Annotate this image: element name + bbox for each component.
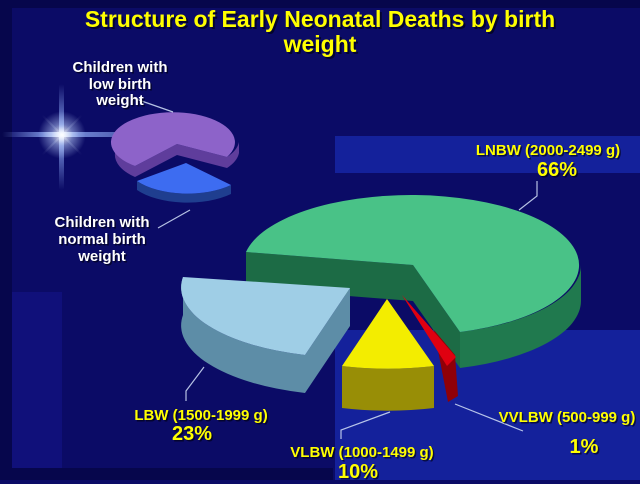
big-pie-green-notch-face xyxy=(413,265,460,368)
big-pie-green-side-wall xyxy=(460,265,581,368)
leader-lbw xyxy=(185,366,205,401)
leader-lines xyxy=(132,97,538,439)
small-pie-purple-cut-face xyxy=(135,144,177,177)
big-pie-blue-side-wall xyxy=(181,277,305,393)
slide-title-line2: weight xyxy=(283,31,357,57)
leader-vvlbw xyxy=(454,403,524,432)
big-pie-percent-lbw: 23% xyxy=(171,423,213,445)
big-pie-label-vvlbw: VVLBW (500-999 g) xyxy=(498,409,636,426)
small-pie xyxy=(110,112,239,203)
big-pie-blue-cut-face xyxy=(305,288,350,393)
slide-title-line1: Structure of Early Neonatal Deaths by bi… xyxy=(84,6,556,32)
small-pie-purple-side-wall xyxy=(227,142,239,168)
big-pie-yellow-side-wall xyxy=(342,366,434,411)
leader-lnbw xyxy=(518,181,538,211)
big-pie-slice-vvlbw xyxy=(402,295,456,366)
leader-vlbw xyxy=(340,411,391,439)
small-pie-label-low-birth-weight: Children with low birth weight xyxy=(72,59,168,109)
small-pie-slice-normal-birth-weight xyxy=(137,163,231,194)
big-pie-percent-lnbw: 66% xyxy=(536,159,578,181)
big-pie-percent-vlbw: 10% xyxy=(337,461,379,483)
background-panel-upper-right xyxy=(335,136,640,173)
big-pie-slice-vlbw xyxy=(342,299,434,369)
big-pie-slice-lnbw xyxy=(246,195,580,332)
big-pie xyxy=(181,195,581,411)
leader-normal-birth-weight xyxy=(157,209,191,229)
slide-title: Structure of Early Neonatal Deaths by bi… xyxy=(0,7,640,57)
big-pie-slice-lbw xyxy=(181,277,350,355)
big-pie-label-lbw: LBW (1500-1999 g) xyxy=(134,407,268,424)
background-frame-bottom xyxy=(0,468,333,480)
background-frame-left xyxy=(0,0,12,480)
big-pie-label-lnbw: LNBW (2000-2499 g) xyxy=(475,142,621,159)
big-pie-label-vlbw: VLBW (1000-1499 g) xyxy=(290,444,434,461)
small-pie-blue-side-wall xyxy=(137,181,231,203)
background-frame-top xyxy=(0,0,640,8)
leader-low-birth-weight xyxy=(132,97,174,113)
flare-core-icon xyxy=(38,111,86,159)
small-pie-slice-low-birth-weight xyxy=(110,112,235,166)
small-pie-label-normal-birth-weight: Children with normal birth weight xyxy=(54,214,150,265)
small-pie-purple-side-wall xyxy=(114,142,135,177)
small-pie-purple-cut-face xyxy=(177,144,227,168)
big-pie-percent-vvlbw: 1% xyxy=(569,436,599,458)
